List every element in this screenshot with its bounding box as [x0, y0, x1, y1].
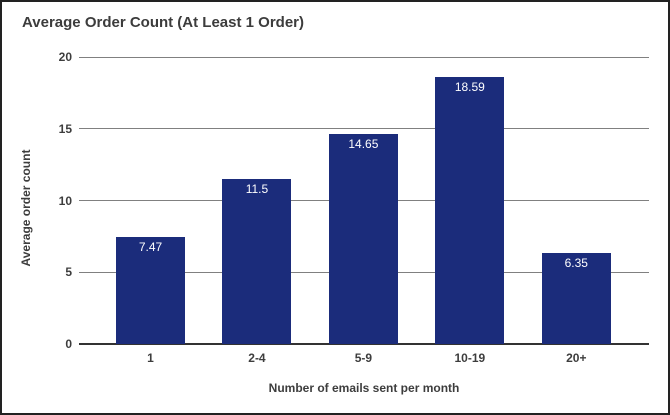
x-tick-label: 10-19 [454, 351, 486, 365]
bar-value-label: 18.59 [454, 80, 485, 95]
x-axis-baseline [79, 343, 649, 345]
bar [116, 236, 185, 344]
bar [222, 178, 292, 344]
gridline [79, 128, 649, 129]
y-tick-label: 0 [65, 337, 72, 351]
x-axis-title: Number of emails sent per month [268, 381, 460, 395]
bar [435, 77, 505, 344]
y-tick-label: 20 [58, 50, 72, 64]
bar-value-label: 14.65 [348, 136, 379, 151]
x-tick-label: 5-9 [354, 351, 373, 365]
y-axis-title: Average order count [19, 149, 33, 267]
y-tick-label: 15 [58, 121, 72, 136]
bar [541, 252, 611, 344]
x-tick-label: 2-4 [248, 351, 266, 365]
bar-value-label: 7.47 [138, 239, 163, 254]
x-tick-label: 20+ [566, 351, 587, 365]
chart-title: Average Order Count (At Least 1 Order) [22, 14, 305, 31]
bar-value-label: 6.35 [564, 255, 588, 270]
y-tick-label: 10 [58, 193, 72, 208]
bar [328, 133, 398, 344]
x-tick-label: 1 [147, 351, 154, 365]
y-tick-label: 5 [65, 265, 72, 280]
bar-value-label: 11.5 [245, 181, 269, 196]
gridline [79, 57, 649, 58]
